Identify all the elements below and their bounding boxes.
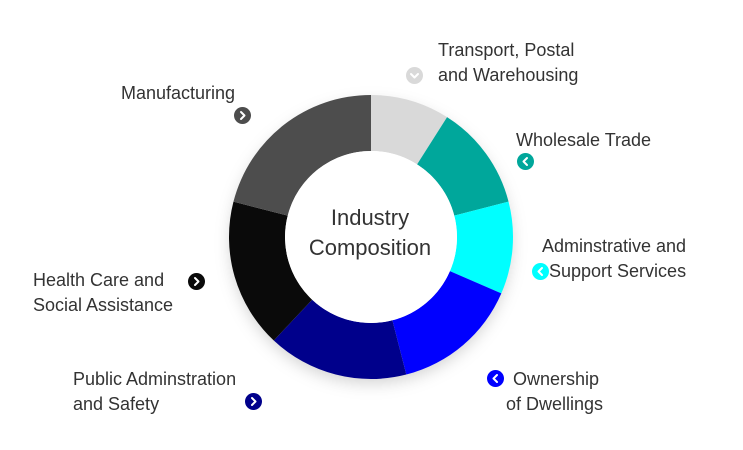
- slice-wholesale-trade[interactable]: [417, 117, 509, 216]
- chevron-right-icon[interactable]: [188, 273, 205, 290]
- slice-adminstrative-and-support-services[interactable]: [449, 201, 514, 294]
- slice-health-care-and-social-assistance[interactable]: [229, 201, 313, 341]
- chevron-left-icon[interactable]: [532, 263, 549, 280]
- label-ownership-of-dwellings: Ownership of Dwellings: [506, 369, 604, 414]
- label-manufacturing: Manufacturing: [121, 83, 236, 103]
- donut-slices: [229, 95, 514, 379]
- chevron-right-icon[interactable]: [245, 393, 262, 410]
- label-administrative-support-services: Adminstrative and Support Services: [542, 236, 687, 281]
- chevron-left-icon[interactable]: [517, 153, 534, 170]
- chart-title-line-1: Industry: [330, 205, 410, 230]
- chart-title-line-2: Composition: [308, 235, 432, 260]
- slice-manufacturing[interactable]: [233, 95, 371, 216]
- slice-ownership-of-dwellings[interactable]: [392, 271, 502, 375]
- slice-public-adminstration-and-safety[interactable]: [273, 299, 407, 379]
- label-health-care-social-assistance: Health Care and Social Assistance: [33, 270, 174, 315]
- chevron-down-icon[interactable]: [406, 67, 423, 84]
- chart-title: Industry Composition: [270, 203, 470, 263]
- chevron-left-icon[interactable]: [487, 370, 504, 387]
- label-wholesale-trade: Wholesale Trade: [516, 130, 652, 150]
- donut-hole: [285, 151, 457, 323]
- label-public-administration-safety: Public Adminstration and Safety: [73, 369, 237, 414]
- slice-transport-postal-and-warehousing[interactable]: [371, 95, 448, 165]
- chevron-right-icon[interactable]: [234, 107, 251, 124]
- label-transport-postal-warehousing: Transport, Postal and Warehousing: [438, 40, 579, 85]
